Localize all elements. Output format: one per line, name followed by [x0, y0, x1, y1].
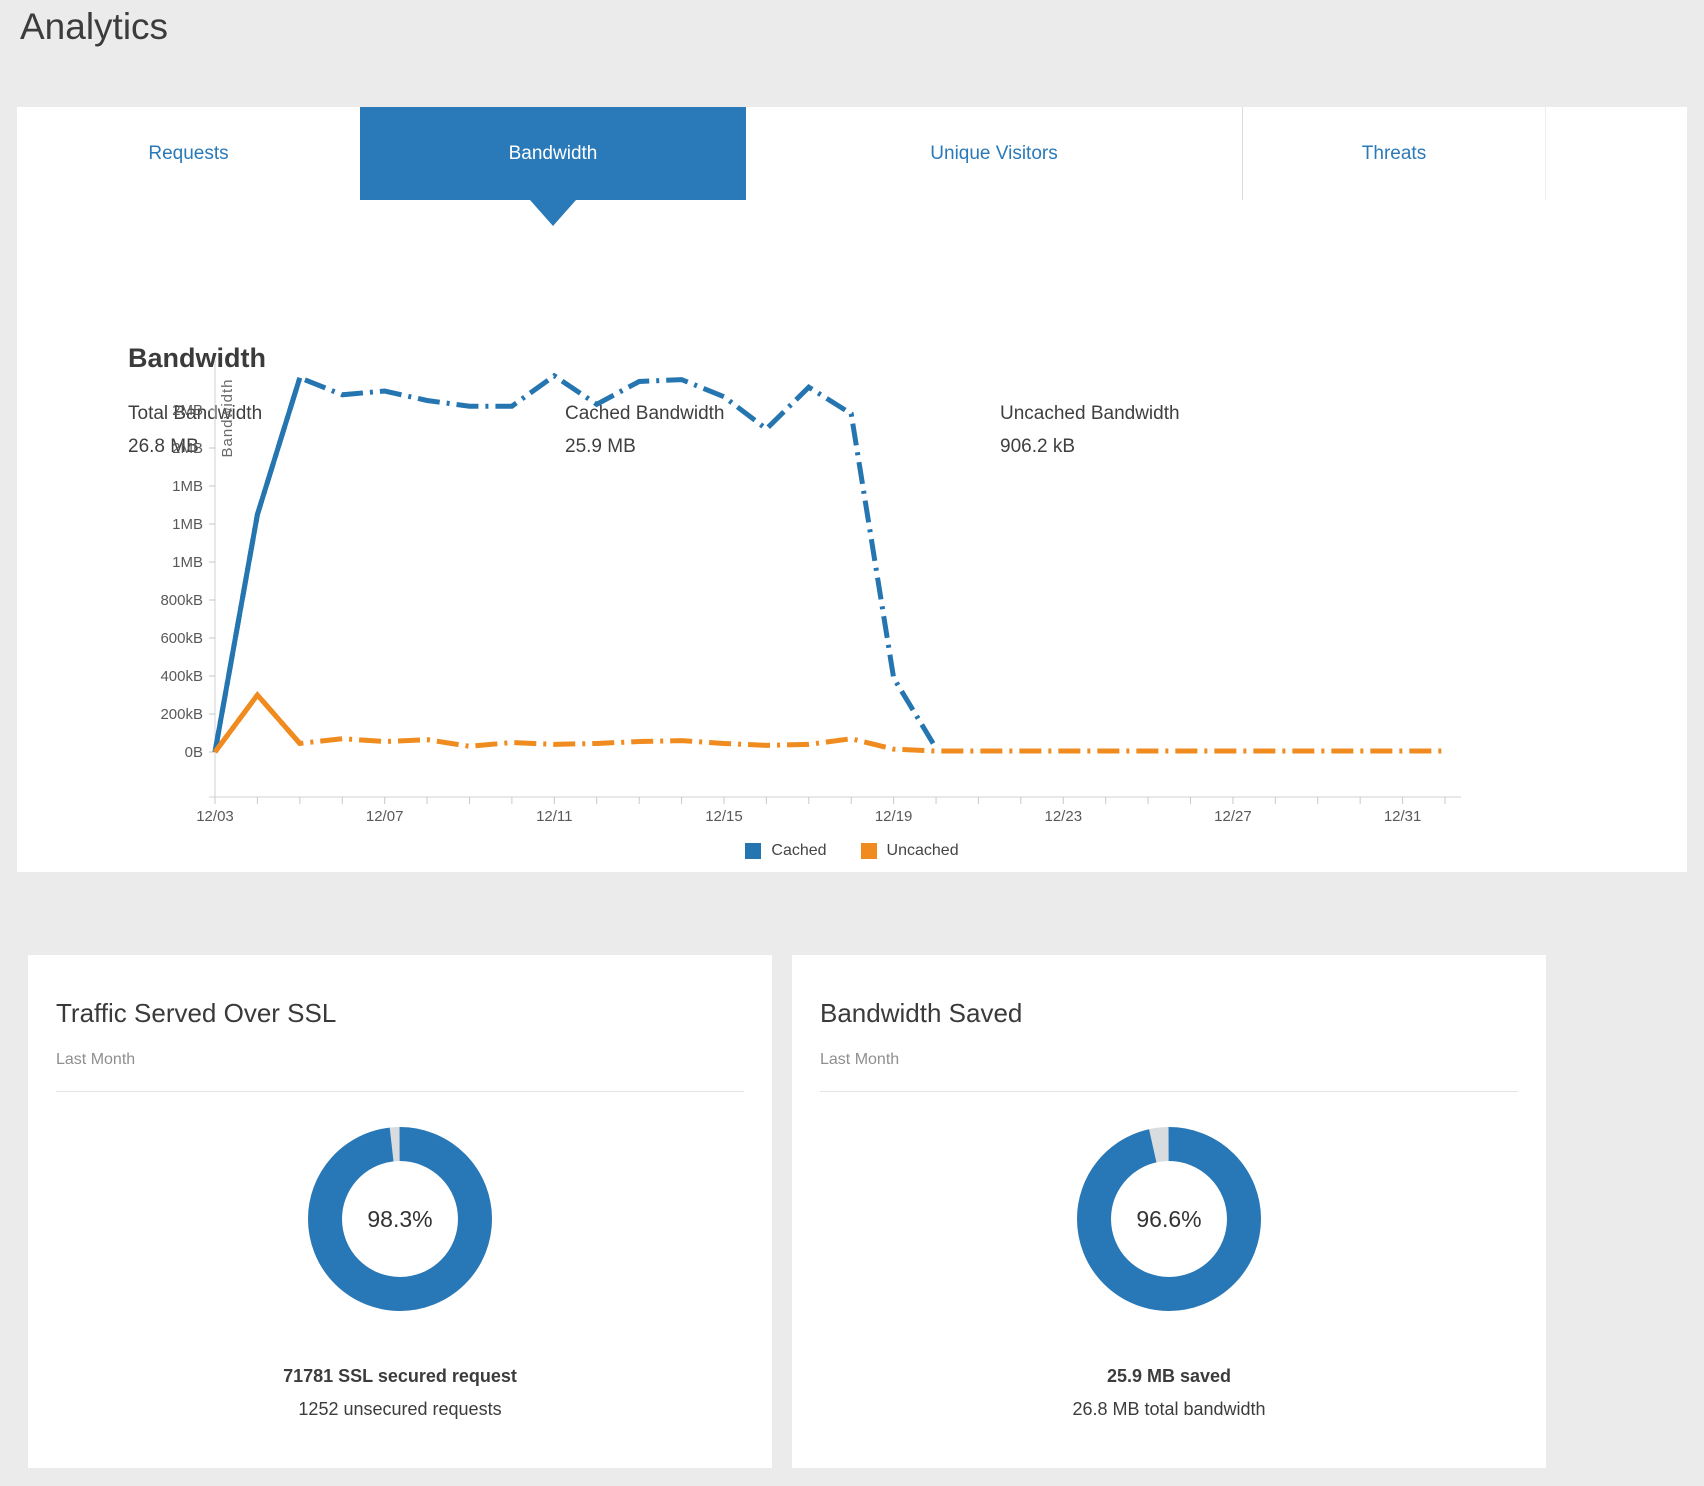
legend-item-uncached: Uncached: [860, 842, 959, 860]
cached-swatch-icon: [745, 843, 762, 859]
stat-value: 25.9 MB: [565, 436, 636, 457]
y-tick-label: 200kB: [160, 706, 203, 723]
tab-bandwidth[interactable]: Bandwidth: [360, 107, 746, 200]
legend-item-cached: Cached: [745, 842, 827, 860]
uncached-line: [212, 691, 1445, 754]
bandwidth-line-chart: 0B 200kB 400kB 600kB 800kB 1MB 1MB 1MB 2MB 2MB 12/…: [115, 352, 1505, 832]
stat-uncached-bandwidth: Uncached Bandwidth 906.2 kB: [1000, 403, 1180, 458]
y-tick-label: 1MB: [172, 554, 203, 571]
x-tick-label: 12/19: [875, 808, 913, 825]
stat-value: 906.2 kB: [1000, 436, 1075, 457]
y-tick-label: 400kB: [160, 668, 203, 685]
card-period: Last Month: [56, 1051, 136, 1068]
active-tab-pointer: [530, 200, 576, 226]
y-tick-label: 2MB: [172, 402, 203, 419]
analytics-panel: Requests Bandwidth Unique Visitors Threa…: [17, 107, 1687, 872]
analytics-tab-bar: Requests Bandwidth Unique Visitors Threa…: [17, 107, 1687, 200]
cached-line: [212, 372, 939, 753]
y-tick-label: 1MB: [172, 478, 203, 495]
legend-label: Cached: [771, 842, 827, 859]
donut-svg: 96.6%: [1077, 1127, 1261, 1311]
stat-value: 26.8 MB: [128, 436, 199, 457]
x-tick-label: 12/03: [196, 808, 234, 825]
x-tick-label: 12/27: [1214, 808, 1252, 825]
y-tick-label: 1MB: [172, 516, 203, 533]
donut-percent-label: 96.6%: [1136, 1206, 1201, 1232]
y-axis-title: Bandwidth: [219, 378, 236, 457]
x-tick-label: 12/23: [1045, 808, 1083, 825]
card-period: Last Month: [820, 1051, 900, 1068]
x-tick-label: 12/07: [366, 808, 404, 825]
donut-svg: 98.3%: [308, 1127, 492, 1311]
donut-value-arc: [1077, 1127, 1261, 1311]
card-primary-stat: 71781 SSL secured request: [283, 1366, 517, 1386]
x-tick-label: 12/15: [705, 808, 743, 825]
uncached-line-head: [212, 691, 302, 754]
card-primary-stat: 25.9 MB saved: [1106, 1366, 1232, 1386]
bandwidth-saved-card: Bandwidth Saved Last Month 96.6% 25.9 MB…: [792, 955, 1546, 1468]
tab-unique-visitors[interactable]: Unique Visitors: [930, 142, 1058, 164]
divider: [820, 1091, 1518, 1092]
y-tick-label: 600kB: [160, 630, 203, 647]
stat-label: Total Bandwidth: [128, 403, 263, 424]
saved-donut-chart: 96.6%: [820, 1124, 1518, 1314]
donut-value-arc: [308, 1127, 492, 1311]
stat-cached-bandwidth: Cached Bandwidth 25.9 MB: [565, 403, 1000, 458]
tab-threats[interactable]: Threats: [1242, 107, 1546, 200]
chart-legend: Cached Uncached: [17, 842, 1687, 860]
uncached-swatch-icon: [860, 843, 877, 859]
x-tick-label: 12/11: [536, 808, 572, 825]
stat-label: Uncached Bandwidth: [1000, 403, 1180, 424]
legend-label: Uncached: [886, 842, 959, 859]
page-title: Analytics: [20, 6, 169, 47]
card-title: Bandwidth Saved: [820, 998, 1023, 1028]
cached-line-head: [212, 376, 303, 753]
donut-percent-label: 98.3%: [367, 1206, 432, 1232]
y-tick-label: 2MB: [172, 440, 203, 457]
stat-total-bandwidth: Total Bandwidth 26.8 MB: [128, 403, 565, 458]
card-secondary-stat: 26.8 MB total bandwidth: [1072, 1399, 1266, 1419]
ssl-donut-chart: 98.3%: [56, 1124, 744, 1314]
card-secondary-stat: 1252 unsecured requests: [298, 1399, 502, 1419]
x-tick-label: 12/31: [1384, 808, 1422, 825]
bandwidth-chart-svg: 0B 200kB 400kB 600kB 800kB 1MB 1MB 1MB 2MB 2MB 12/…: [160, 360, 1461, 825]
bandwidth-stats: Total Bandwidth 26.8 MB Cached Bandwidth…: [128, 403, 1180, 458]
y-tick-label: 0B: [185, 744, 203, 761]
tab-requests[interactable]: Requests: [148, 142, 229, 164]
section-heading: Bandwidth: [128, 343, 266, 373]
y-tick-label: 800kB: [160, 592, 203, 609]
card-title: Traffic Served Over SSL: [56, 998, 337, 1028]
traffic-ssl-card: Traffic Served Over SSL Last Month 98.3%…: [28, 955, 772, 1468]
divider: [56, 1091, 744, 1092]
stat-label: Cached Bandwidth: [565, 403, 725, 424]
